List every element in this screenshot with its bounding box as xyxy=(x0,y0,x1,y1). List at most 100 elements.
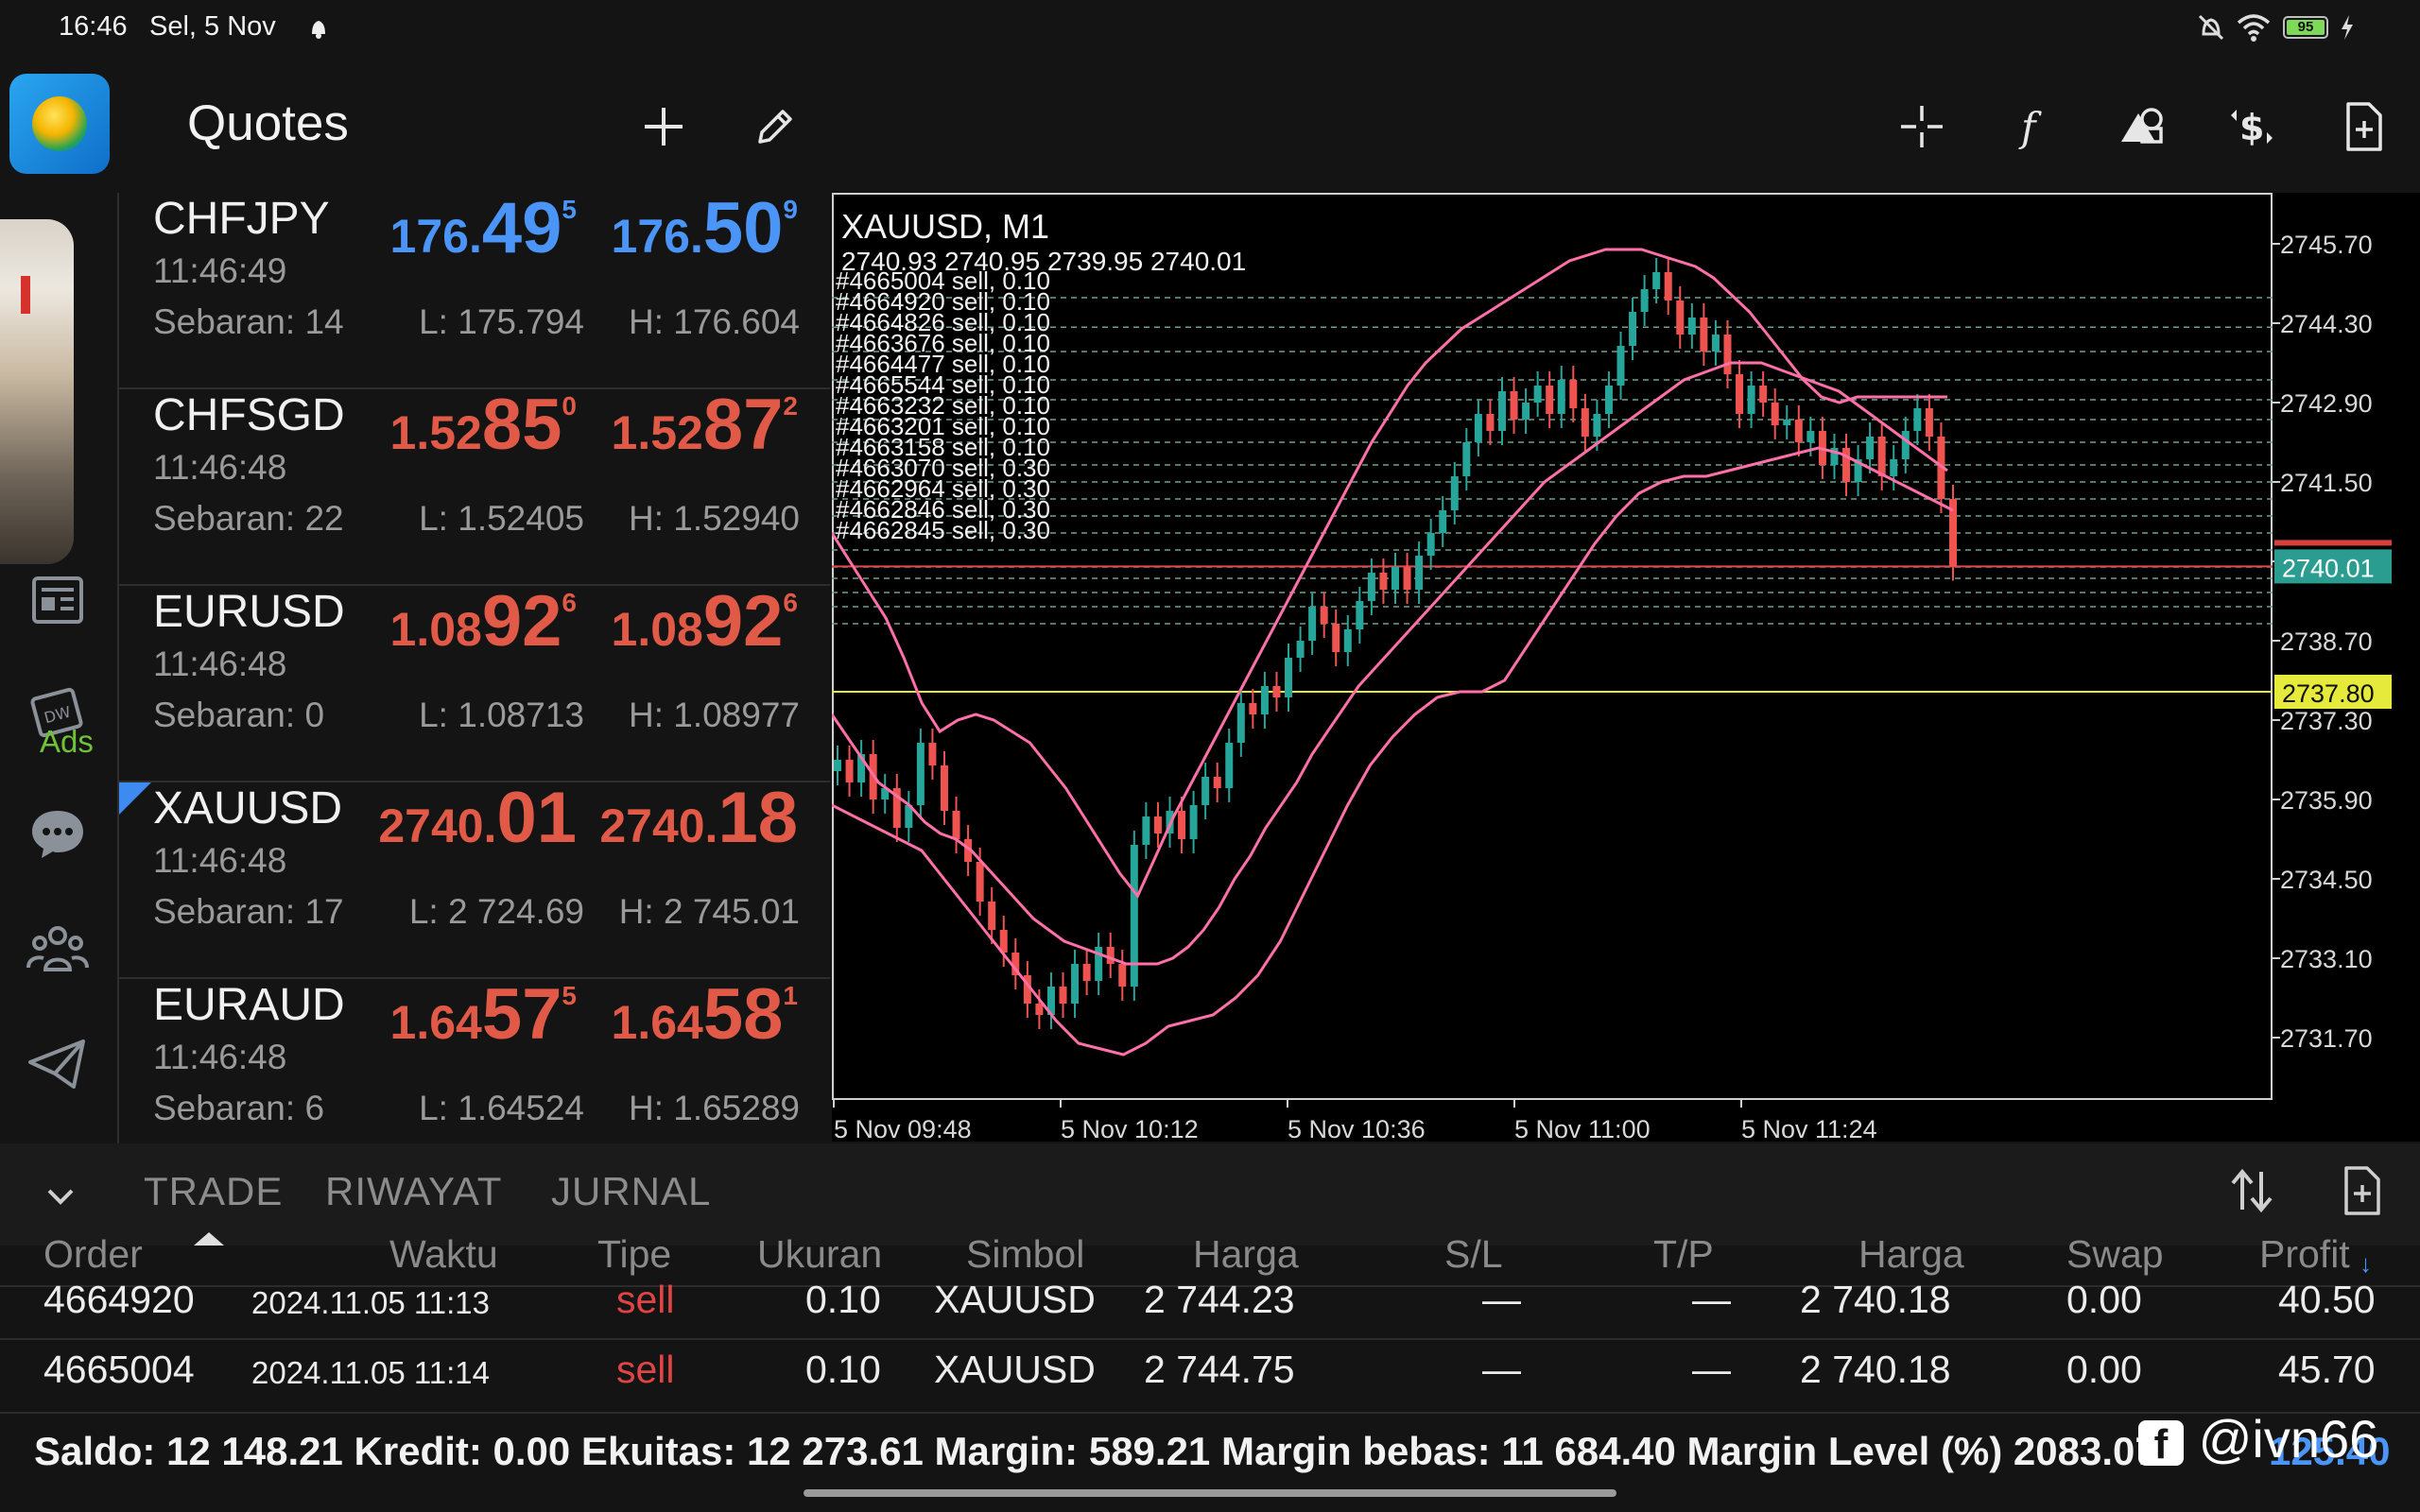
candle-body xyxy=(1106,947,1115,964)
tab-riwayat[interactable]: RIWAYAT xyxy=(325,1169,503,1213)
quote-ask[interactable]: 1.52872 xyxy=(611,385,798,465)
candle-body xyxy=(1189,805,1198,839)
candle-body xyxy=(1497,391,1506,431)
svg-text:f: f xyxy=(2018,104,2042,150)
sort-icon[interactable] xyxy=(2225,1164,2278,1222)
y-tick-label: 2733.10 xyxy=(2280,945,2373,973)
candle-body xyxy=(1604,386,1613,414)
order-profit: 45.70 xyxy=(2278,1348,2376,1391)
account-summary: Saldo: 12 148.21 Kredit: 0.00 Ekuitas: 1… xyxy=(34,1429,2157,1473)
y-tick-label: 2738.70 xyxy=(2280,627,2373,656)
quote-high: H: 1.65289 xyxy=(628,1089,800,1127)
column-header-price[interactable]: Harga xyxy=(1193,1232,1299,1276)
quote-ask[interactable]: 176.509 xyxy=(611,188,798,268)
dollar-trade-icon[interactable]: $ xyxy=(2223,98,2280,155)
tab-jurnal[interactable]: JURNAL xyxy=(551,1169,712,1213)
column-header-size[interactable]: Ukuran xyxy=(757,1232,883,1276)
function-icon[interactable]: f xyxy=(2004,98,2061,155)
chat-icon[interactable] xyxy=(25,799,91,866)
quote-ask[interactable]: 2740.18 xyxy=(599,778,798,858)
objects-icon[interactable] xyxy=(2114,98,2170,155)
column-header-swap[interactable]: Swap xyxy=(2066,1232,2164,1276)
quote-row[interactable]: EURAUD 11:46:48 Sebaran: 6 L: 1.64524 H:… xyxy=(119,979,830,1176)
column-header-profit[interactable]: Profit xyxy=(2259,1232,2350,1276)
side-ad-thumbnail[interactable] xyxy=(0,219,74,564)
quote-time: 11:46:48 xyxy=(153,841,287,880)
quote-symbol: CHFSGD xyxy=(153,390,345,440)
candle-body xyxy=(999,930,1008,953)
order-stop-loss: — xyxy=(1482,1278,1521,1321)
watermark: f @ivn66 xyxy=(2138,1408,2378,1469)
quote-bid[interactable]: 176.495 xyxy=(389,188,577,268)
plot-border xyxy=(832,193,2273,1100)
column-header-current-price[interactable]: Harga xyxy=(1858,1232,1964,1276)
y-tick-label: 2735.90 xyxy=(2280,786,2373,815)
column-header-time[interactable]: Waktu xyxy=(389,1232,498,1276)
candle-body xyxy=(1581,408,1589,437)
quote-bid[interactable]: 1.52850 xyxy=(389,385,577,465)
quote-ask[interactable]: 1.64581 xyxy=(611,974,798,1055)
candle-body xyxy=(1462,442,1471,476)
order-swap: 0.00 xyxy=(2066,1348,2142,1391)
price-chart[interactable]: XAUUSD, M1 2740.93 2740.95 2739.95 2740.0… xyxy=(832,193,2420,1142)
quote-low: L: 1.64524 xyxy=(419,1089,584,1127)
quote-bid[interactable]: 2740.01 xyxy=(378,778,577,858)
ads-label: Ads xyxy=(40,724,94,759)
candle-body xyxy=(1652,272,1661,289)
order-label: #4663070 sell, 0.30 xyxy=(836,454,1050,482)
order-label: #4664920 sell, 0.10 xyxy=(836,287,1050,316)
column-header-order[interactable]: Order xyxy=(43,1232,143,1276)
facebook-icon: f xyxy=(2138,1420,2184,1468)
collapse-chevron-icon[interactable] xyxy=(42,1177,79,1220)
pencil-icon[interactable] xyxy=(747,98,804,155)
quote-time: 11:46:48 xyxy=(153,644,287,683)
new-order-icon[interactable] xyxy=(2335,1164,2388,1222)
plus-icon[interactable] xyxy=(635,98,692,155)
notification-icon xyxy=(304,13,333,49)
column-header-sl[interactable]: S/L xyxy=(1444,1232,1503,1276)
column-header-tp[interactable]: T/P xyxy=(1653,1232,1714,1276)
y-tick-label: 2741.50 xyxy=(2280,469,2373,497)
telegram-icon[interactable] xyxy=(25,1030,91,1096)
news-icon[interactable] xyxy=(25,567,91,633)
y-tick-label: 2744.30 xyxy=(2280,310,2373,338)
column-header-type[interactable]: Tipe xyxy=(597,1232,672,1276)
table-row[interactable] xyxy=(0,1274,2420,1336)
quote-row[interactable]: CHFJPY 11:46:49 Sebaran: 14 L: 175.794 H… xyxy=(119,193,830,389)
order-current-price: 2 740.18 xyxy=(1800,1348,1951,1391)
table-row[interactable] xyxy=(0,1344,2420,1406)
new-document-icon[interactable] xyxy=(2335,98,2392,155)
quote-ask[interactable]: 1.08926 xyxy=(611,581,798,662)
tab-trade[interactable]: TRADE xyxy=(144,1169,284,1213)
level-price-tag-label: 2737.80 xyxy=(2282,679,2375,708)
order-id: 4665004 xyxy=(43,1348,195,1391)
ads-calendar-icon[interactable]: DW xyxy=(25,680,91,747)
candle-body xyxy=(1700,318,1708,352)
community-icon[interactable] xyxy=(25,915,91,981)
bollinger-band-line xyxy=(832,361,1948,966)
bollinger-band-line xyxy=(832,446,1954,1057)
order-label: #4664477 sell, 0.10 xyxy=(836,350,1050,378)
charging-icon xyxy=(2339,13,2356,49)
quote-row[interactable]: CHFSGD 11:46:48 Sebaran: 22 L: 1.52405 H… xyxy=(119,389,830,586)
column-header-symbol[interactable]: Simbol xyxy=(966,1232,1085,1276)
wifi-icon xyxy=(2235,11,2273,51)
candle-body xyxy=(1759,386,1768,403)
app-logo[interactable] xyxy=(9,74,110,174)
quote-row[interactable]: XAUUSD 11:46:48 Sebaran: 17 L: 2 724.69 … xyxy=(119,782,830,979)
candle-body xyxy=(1213,777,1221,788)
candle-body xyxy=(1095,947,1103,981)
candle-body xyxy=(1783,420,1791,425)
quote-high: H: 176.604 xyxy=(628,302,800,341)
candle-body xyxy=(857,754,866,782)
quote-spread: Sebaran: 6 xyxy=(153,1089,325,1127)
sort-down-icon: ↓ xyxy=(2360,1249,2372,1278)
home-indicator[interactable] xyxy=(804,1489,1616,1497)
candle-body xyxy=(940,765,948,811)
quote-row[interactable]: EURUSD 11:46:48 Sebaran: 0 L: 1.08713 H:… xyxy=(119,586,830,782)
quote-bid[interactable]: 1.08926 xyxy=(389,581,577,662)
quote-bid[interactable]: 1.64575 xyxy=(389,974,577,1055)
order-time: 2024.11.05 11:13 xyxy=(251,1285,491,1320)
crosshair-icon[interactable] xyxy=(1893,98,1950,155)
